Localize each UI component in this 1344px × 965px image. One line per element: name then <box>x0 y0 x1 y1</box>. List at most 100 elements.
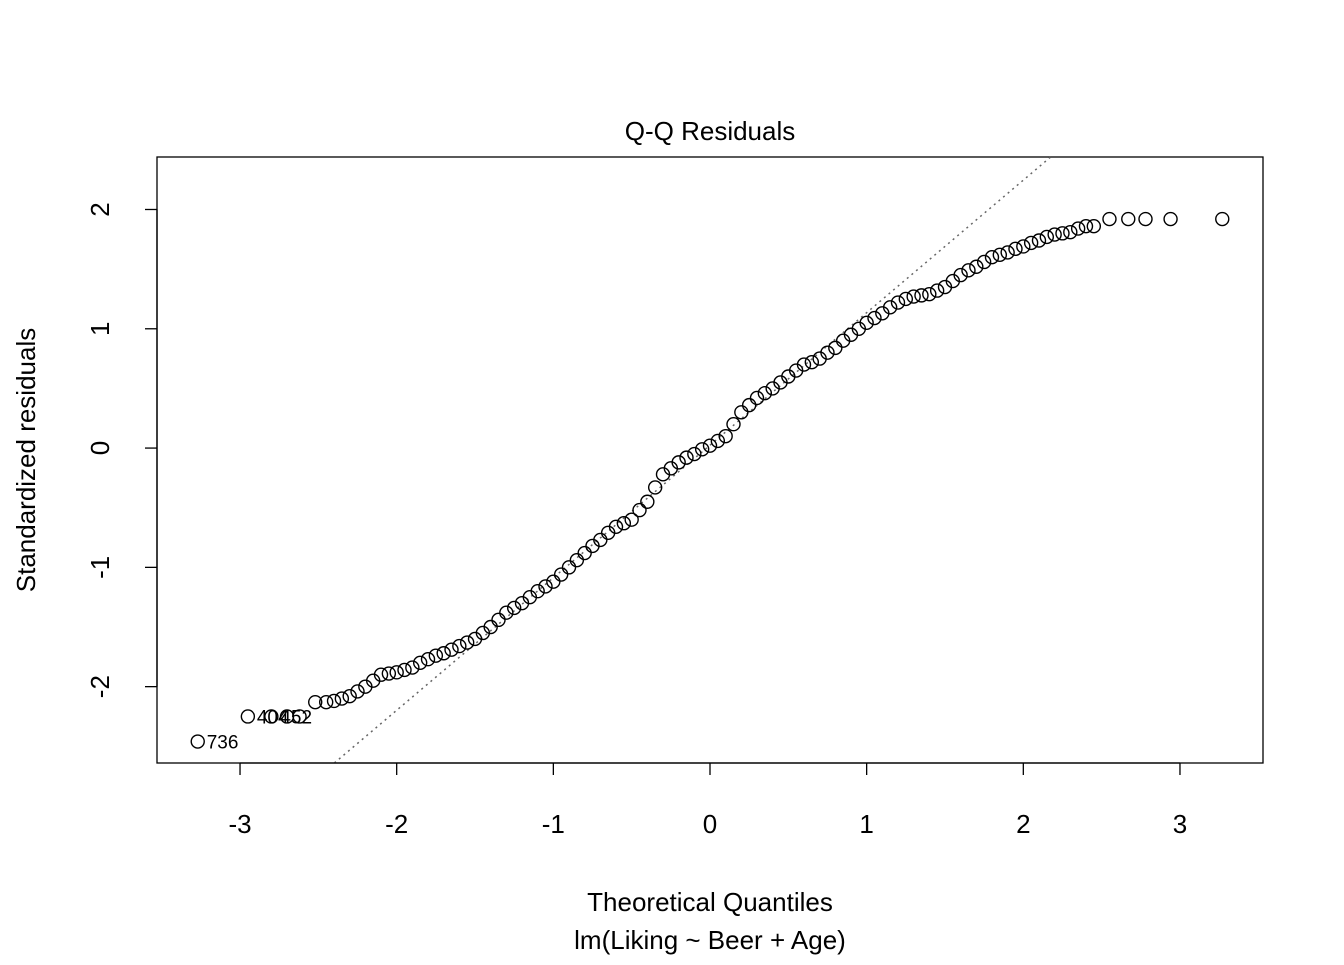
data-point <box>624 512 639 527</box>
data-point <box>718 428 733 444</box>
data-point <box>318 694 334 710</box>
x-tick-label: 0 <box>703 809 717 839</box>
data-point <box>1102 211 1117 227</box>
data-point <box>922 286 937 302</box>
data-point <box>1063 224 1078 240</box>
data-point <box>984 250 1000 265</box>
data-point <box>452 638 467 654</box>
data-point <box>428 648 444 663</box>
data-point <box>1039 229 1055 245</box>
data-point <box>405 660 420 675</box>
x-tick-label: 3 <box>1173 809 1187 839</box>
data-point <box>1086 218 1102 234</box>
data-point <box>757 385 773 401</box>
data-point <box>436 646 451 661</box>
data-point <box>530 584 545 599</box>
data-point <box>444 642 459 657</box>
data-point <box>308 694 323 710</box>
data-point <box>561 560 577 575</box>
data-point <box>1016 239 1031 254</box>
data-point <box>1138 211 1153 227</box>
x-tick-label: -2 <box>385 809 408 839</box>
data-point <box>796 357 812 372</box>
data-point <box>420 652 436 667</box>
data-point <box>687 446 702 462</box>
data-point <box>741 397 757 413</box>
data-point <box>1031 233 1047 248</box>
data-point <box>929 283 945 298</box>
point-label: 452 <box>280 707 312 728</box>
data-point <box>389 665 404 680</box>
data-point <box>1047 227 1062 242</box>
data-point <box>412 655 428 670</box>
data-point <box>553 567 569 582</box>
data-point <box>506 600 522 616</box>
data-point <box>334 691 350 706</box>
data-point <box>1008 241 1023 257</box>
data-point <box>499 605 514 620</box>
data-point <box>1163 211 1178 227</box>
data-point <box>710 433 726 449</box>
x-tick-label: -3 <box>228 809 251 839</box>
data-point <box>694 442 710 457</box>
data-point <box>726 417 741 432</box>
data-point <box>1070 221 1086 236</box>
data-point <box>882 300 898 315</box>
data-point <box>734 405 749 420</box>
data-point <box>577 545 592 561</box>
data-point <box>1000 245 1015 260</box>
data-point <box>976 254 992 270</box>
y-tick-label: -2 <box>85 675 115 698</box>
data-point <box>326 693 342 709</box>
data-point <box>828 340 843 356</box>
data-point <box>647 480 663 495</box>
data-point <box>397 662 412 678</box>
data-point <box>859 315 874 331</box>
data-point <box>264 709 279 724</box>
data-point <box>190 734 205 749</box>
data-point <box>992 247 1008 263</box>
data-point <box>616 516 632 531</box>
data-point <box>569 553 585 568</box>
x-axis-label: Theoretical Quantiles <box>587 887 833 917</box>
data-point <box>342 688 357 704</box>
data-point <box>608 519 624 535</box>
point-label: 736 <box>207 733 239 754</box>
data-point <box>749 390 765 406</box>
y-tick-label: -1 <box>85 556 115 579</box>
data-point <box>914 288 929 303</box>
x-tick-label: 2 <box>1016 809 1030 839</box>
y-tick-label: 2 <box>85 202 115 216</box>
data-point <box>804 354 820 370</box>
x-tick-label: -1 <box>542 809 565 839</box>
data-point <box>350 684 365 699</box>
data-point <box>961 263 976 278</box>
data-point <box>702 438 718 453</box>
data-point <box>632 502 647 518</box>
data-point <box>969 259 984 274</box>
data-point <box>1023 235 1039 251</box>
data-point <box>381 666 397 681</box>
chart-title: Q-Q Residuals <box>625 116 796 146</box>
data-point <box>538 579 553 594</box>
data-point <box>292 709 307 724</box>
plot-frame <box>156 156 1264 764</box>
data-point <box>1121 211 1136 227</box>
data-point <box>679 450 694 465</box>
data-point <box>671 455 686 470</box>
subtitle: lm(Liking ~ Beer + Age) <box>574 925 846 955</box>
data-point <box>820 345 835 360</box>
data-point <box>546 574 561 589</box>
data-point <box>593 532 608 548</box>
y-tick-label: 0 <box>85 441 115 455</box>
data-point <box>373 667 389 682</box>
x-tick-label: 1 <box>859 809 873 839</box>
data-point <box>459 635 475 650</box>
data-point <box>240 709 256 724</box>
data-point <box>867 310 882 326</box>
data-point <box>898 291 914 307</box>
data-point <box>491 612 506 628</box>
data-point <box>906 289 921 304</box>
data-point <box>640 494 655 509</box>
